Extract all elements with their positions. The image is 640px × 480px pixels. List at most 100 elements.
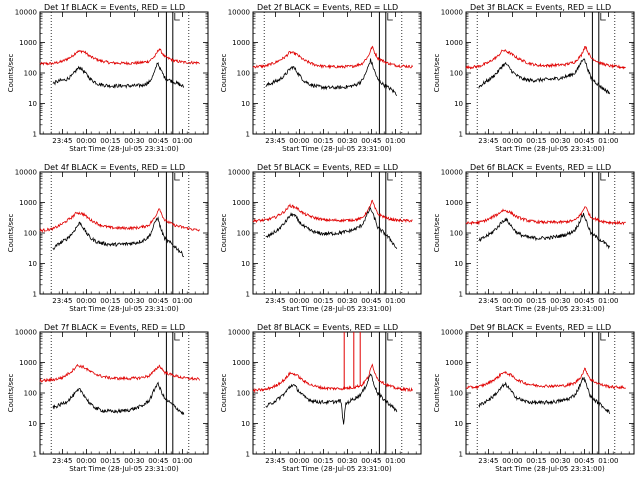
x-tick-label: 00:15 <box>526 297 546 305</box>
y-tick-label: 10 <box>454 100 463 108</box>
lld-series-line <box>252 199 413 224</box>
x-tick-label: 00:00 <box>289 137 309 145</box>
flag-marker <box>387 173 393 181</box>
panel-6: Det 6f BLACK = Events, RED = LLD 1 10 100 10… <box>433 163 635 313</box>
events-series-line <box>52 216 185 258</box>
flag-marker <box>600 173 606 181</box>
panel-title: Det 4f BLACK = Events, RED = LLD <box>44 163 185 172</box>
x-tick-label: 01:00 <box>598 457 618 465</box>
x-tick-label: 23:45 <box>478 137 498 145</box>
x-tick-label: 00:15 <box>100 137 120 145</box>
plot-frame <box>252 331 422 455</box>
x-axis-label: Start Time (28-Jul-05 23:31:00) <box>282 465 392 473</box>
x-tick-label: 00:45 <box>574 137 594 145</box>
plot-frame <box>252 11 422 135</box>
y-tick-label: 100 <box>450 230 463 238</box>
y-tick-label: 1000 <box>445 359 463 367</box>
y-tick-label: 10 <box>28 420 37 428</box>
x-tick-label: 00:30 <box>337 457 357 465</box>
panel-3: Det 3f BLACK = Events, RED = LLD 1 10 100 10… <box>433 3 635 153</box>
y-tick-label: 1 <box>459 451 463 459</box>
x-tick-label: 23:45 <box>478 457 498 465</box>
x-axis-label: Start Time (28-Jul-05 23:31:00) <box>69 465 179 473</box>
lld-series-line <box>39 48 200 66</box>
x-tick-label: 01:00 <box>172 457 192 465</box>
y-tick-label: 10 <box>454 420 463 428</box>
lld-series-line <box>39 208 200 233</box>
y-tick-label: 10000 <box>15 329 37 337</box>
plot-frame <box>252 171 422 295</box>
panel-title: Det 3f BLACK = Events, RED = LLD <box>470 3 611 12</box>
y-axis-label: Counts/sec <box>7 374 15 413</box>
y-tick-label: 10000 <box>228 329 250 337</box>
x-tick-label: 23:45 <box>265 297 285 305</box>
x-tick-label: 00:00 <box>76 457 96 465</box>
x-tick-label: 00:30 <box>124 137 144 145</box>
panel-title: Det 6f BLACK = Events, RED = LLD <box>470 163 611 172</box>
x-tick-label: 00:30 <box>124 457 144 465</box>
x-tick-label: 00:15 <box>100 457 120 465</box>
x-tick-label: 23:45 <box>265 137 285 145</box>
x-tick-label: 00:15 <box>313 457 333 465</box>
events-series-line <box>52 61 185 89</box>
x-tick-label: 00:15 <box>313 137 333 145</box>
y-tick-label: 1000 <box>19 39 37 47</box>
y-axis-label: Counts/sec <box>220 54 228 93</box>
x-tick-label: 00:45 <box>148 297 168 305</box>
y-tick-label: 1000 <box>445 199 463 207</box>
x-tick-label: 00:30 <box>124 297 144 305</box>
events-series-line <box>478 376 611 414</box>
x-tick-label: 00:45 <box>361 137 381 145</box>
y-tick-label: 1000 <box>445 39 463 47</box>
y-axis-label: Counts/sec <box>433 374 441 413</box>
y-tick-label: 1000 <box>232 359 250 367</box>
y-tick-label: 10000 <box>15 9 37 17</box>
y-tick-label: 100 <box>24 230 37 238</box>
y-tick-label: 1 <box>33 131 37 139</box>
x-tick-label: 00:45 <box>148 457 168 465</box>
x-axis-label: Start Time (28-Jul-05 23:31:00) <box>69 305 179 313</box>
y-tick-label: 1000 <box>19 359 37 367</box>
lld-series-line <box>465 45 626 70</box>
plot-frame <box>465 11 635 135</box>
panel-5: Det 5f BLACK = Events, RED = LLD 1 10 100 10… <box>220 163 422 313</box>
x-axis-label: Start Time (28-Jul-05 23:31:00) <box>495 465 605 473</box>
y-tick-label: 10 <box>454 260 463 268</box>
lld-series-line <box>252 45 413 70</box>
x-axis-label: Start Time (28-Jul-05 23:31:00) <box>282 305 392 313</box>
events-series-line <box>265 58 398 96</box>
flag-marker <box>600 13 606 21</box>
flag-marker <box>600 333 606 341</box>
x-tick-label: 00:15 <box>313 297 333 305</box>
y-axis-label: Counts/sec <box>7 214 15 253</box>
events-series-line <box>478 58 611 95</box>
plot-frame <box>39 171 209 295</box>
y-tick-label: 1 <box>33 451 37 459</box>
y-tick-label: 10 <box>241 260 250 268</box>
y-tick-label: 100 <box>24 70 37 78</box>
panel-7: Det 7f BLACK = Events, RED = LLD 1 10 100 10… <box>7 323 209 473</box>
y-axis-label: Counts/sec <box>7 54 15 93</box>
x-tick-label: 00:30 <box>337 137 357 145</box>
y-tick-label: 10 <box>241 420 250 428</box>
y-axis-label: Counts/sec <box>220 374 228 413</box>
y-tick-label: 1 <box>246 451 250 459</box>
y-tick-label: 1 <box>33 291 37 299</box>
panel-title: Det 8f BLACK = Events, RED = LLD <box>257 323 398 332</box>
y-tick-label: 10 <box>241 100 250 108</box>
lld-series-line <box>465 367 626 390</box>
y-tick-label: 1 <box>246 291 250 299</box>
y-tick-label: 100 <box>237 70 250 78</box>
x-tick-label: 00:00 <box>502 457 522 465</box>
y-tick-label: 100 <box>450 70 463 78</box>
events-series-line <box>52 381 185 415</box>
x-axis-label: Start Time (28-Jul-05 23:31:00) <box>495 145 605 153</box>
flag-marker <box>174 13 180 21</box>
x-axis-label: Start Time (28-Jul-05 23:31:00) <box>69 145 179 153</box>
y-tick-label: 10000 <box>441 9 463 17</box>
events-series-line <box>265 206 398 249</box>
x-tick-label: 00:00 <box>502 137 522 145</box>
y-tick-label: 10000 <box>441 329 463 337</box>
x-tick-label: 01:00 <box>172 137 192 145</box>
